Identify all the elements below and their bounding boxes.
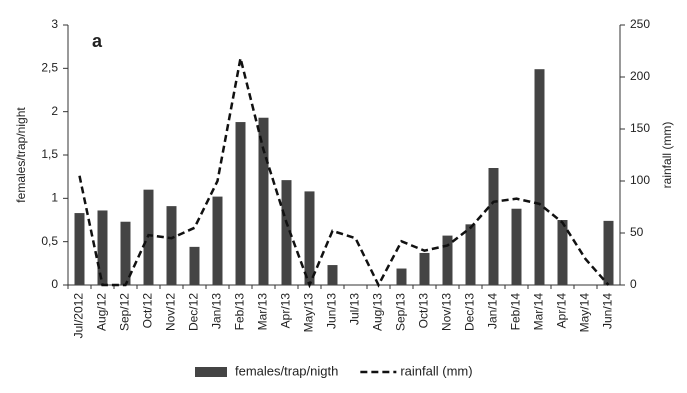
bar bbox=[465, 224, 476, 285]
x-tick-label: Apr/14 bbox=[555, 293, 569, 329]
y-tick-label: 1 bbox=[51, 191, 58, 205]
x-tick-label: Aug/13 bbox=[371, 293, 385, 331]
legend-label: females/trap/nigth bbox=[235, 363, 338, 378]
line bbox=[78, 57, 610, 289]
x-tick-label: Nov/13 bbox=[440, 293, 454, 331]
bar bbox=[327, 265, 338, 285]
bar bbox=[120, 221, 131, 285]
x-tick-label: Aug/12 bbox=[95, 293, 109, 331]
x-tick-label: Sep/13 bbox=[394, 293, 408, 331]
bar bbox=[235, 122, 246, 285]
y-axis-label: females/trap/night bbox=[14, 107, 28, 203]
x-tick-label: Jul/2012 bbox=[72, 293, 86, 339]
x-tick-label: Dec/12 bbox=[187, 293, 201, 331]
bar bbox=[166, 206, 177, 285]
x-tick-label: Feb/13 bbox=[233, 293, 247, 331]
x-tick-label: Oct/13 bbox=[417, 293, 431, 329]
y-tick-label: 0,5 bbox=[41, 234, 58, 248]
bar bbox=[396, 268, 407, 285]
bar bbox=[212, 196, 223, 285]
y2-tick-label: 50 bbox=[630, 225, 644, 239]
y-tick-label: 2,5 bbox=[41, 61, 58, 75]
x-tick-label: Sep/12 bbox=[118, 293, 132, 331]
x-tick-label: Feb/14 bbox=[509, 293, 523, 331]
legend-swatch bbox=[195, 367, 227, 377]
y-tick-label: 2 bbox=[51, 104, 58, 118]
x-tick-label: Dec/13 bbox=[463, 293, 477, 331]
bar bbox=[534, 69, 545, 285]
x-tick-label: Jan/14 bbox=[486, 293, 500, 329]
y-tick-label: 1,5 bbox=[41, 147, 58, 161]
bar bbox=[304, 191, 315, 285]
bar bbox=[442, 235, 453, 285]
bar bbox=[511, 208, 522, 285]
bar bbox=[74, 213, 85, 285]
bar bbox=[603, 220, 614, 285]
bar bbox=[488, 168, 499, 285]
bar bbox=[419, 252, 430, 285]
x-tick-label: Apr/13 bbox=[279, 293, 293, 329]
bar bbox=[189, 246, 200, 285]
x-tick-label: May/14 bbox=[578, 293, 592, 333]
y2-tick-label: 0 bbox=[630, 277, 637, 291]
x-tick-label: Oct/12 bbox=[141, 293, 155, 329]
x-tick-label: May/13 bbox=[302, 293, 316, 333]
y2-axis-label: rainfall (mm) bbox=[660, 122, 674, 189]
y2-tick-label: 250 bbox=[630, 17, 650, 31]
x-tick-label: Mar/13 bbox=[256, 293, 270, 331]
bar bbox=[258, 117, 269, 285]
y2-tick-label: 100 bbox=[630, 173, 650, 187]
x-tick-label: Jul/13 bbox=[348, 293, 362, 325]
y-tick-label: 3 bbox=[51, 17, 58, 31]
x-tick-label: Jun/13 bbox=[325, 293, 339, 329]
x-tick-label: Jun/14 bbox=[601, 293, 615, 329]
bar bbox=[97, 210, 108, 285]
x-tick-label: Mar/14 bbox=[532, 293, 546, 331]
bar bbox=[281, 180, 292, 285]
y-tick-label: 0 bbox=[51, 277, 58, 291]
bar bbox=[557, 220, 568, 285]
y2-tick-label: 150 bbox=[630, 121, 650, 135]
x-tick-label: Nov/12 bbox=[164, 293, 178, 331]
x-tick-label: Jan/13 bbox=[210, 293, 224, 329]
panel-label: a bbox=[92, 31, 103, 51]
y2-tick-label: 200 bbox=[630, 69, 650, 83]
legend-label: rainfall (mm) bbox=[400, 363, 472, 378]
